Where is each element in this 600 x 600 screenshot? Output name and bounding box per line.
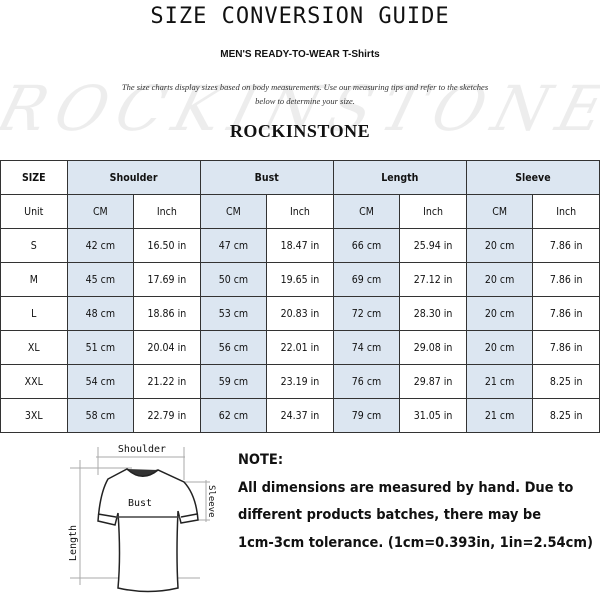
length-label: Length — [68, 525, 79, 561]
value-cell: 53 cm — [199, 296, 268, 331]
shoulder-label: Shoulder — [118, 444, 166, 455]
table-row: XL 51 cm 20.04 in 56 cm 22.01 in 74 cm 29.08 i… — [0, 330, 600, 365]
value-cell: 66 cm — [332, 228, 401, 263]
value-cell: 72 cm — [332, 296, 401, 331]
note-line: 1cm-3cm tolerance. (1cm=0.393in, 1in=2.5… — [238, 535, 593, 551]
value-cell: 7.86 in — [532, 228, 600, 263]
value-cell: 56 cm — [199, 330, 268, 365]
group-header-shoulder: Shoulder — [66, 160, 201, 195]
value-cell: 59 cm — [199, 364, 268, 399]
value-cell: 48 cm — [66, 296, 135, 331]
value-cell: 8.25 in — [532, 364, 600, 399]
value-cell: 29.08 in — [399, 330, 467, 365]
size-table: SIZE Shoulder Bust Length Sleeve Unit CM… — [0, 160, 600, 433]
value-cell: 69 cm — [332, 262, 401, 297]
description: The size charts display sizes based on b… — [90, 80, 520, 108]
value-cell: 27.12 in — [399, 262, 467, 297]
table-row: 3XL 58 cm 22.79 in 62 cm 24.37 in 79 cm 31.05 … — [0, 398, 600, 433]
value-cell: 17.69 in — [133, 262, 201, 297]
value-cell: 58 cm — [66, 398, 135, 433]
note-line: different products batches, there may be — [238, 507, 542, 523]
value-cell: 51 cm — [66, 330, 135, 365]
value-cell: 20.83 in — [266, 296, 334, 331]
value-cell: 20 cm — [465, 262, 534, 297]
value-cell: 20 cm — [465, 330, 534, 365]
value-cell: 18.47 in — [266, 228, 334, 263]
size-cell: XL — [0, 330, 68, 365]
value-cell: 54 cm — [66, 364, 135, 399]
brand-name: ROCKINSTONE — [229, 121, 371, 141]
unit-cell: CM — [199, 194, 268, 229]
unit-row: Unit CM Inch CM Inch CM Inch CM Inch — [0, 194, 600, 229]
unit-cell: Inch — [266, 194, 334, 229]
group-header-bust: Bust — [199, 160, 334, 195]
table-row: L 48 cm 18.86 in 53 cm 20.83 in 72 cm 28.30 in… — [0, 296, 600, 331]
value-cell: 7.86 in — [532, 296, 600, 331]
value-cell: 8.25 in — [532, 398, 600, 433]
value-cell: 7.86 in — [532, 330, 600, 365]
table-row: S 42 cm 16.50 in 47 cm 18.47 in 66 cm 25.94 in… — [0, 228, 600, 263]
value-cell: 45 cm — [66, 262, 135, 297]
value-cell: 20 cm — [465, 228, 534, 263]
value-cell: 50 cm — [199, 262, 268, 297]
value-cell: 16.50 in — [133, 228, 201, 263]
value-cell: 21.22 in — [133, 364, 201, 399]
group-header-row: SIZE Shoulder Bust Length Sleeve — [0, 160, 600, 195]
value-cell: 24.37 in — [266, 398, 334, 433]
table-row: XXL 54 cm 21.22 in 59 cm 23.19 in 76 cm 29.87 … — [0, 364, 600, 399]
page-title: SIZE CONVERSION GUIDE — [150, 4, 450, 29]
description-line: below to determine your size. — [255, 96, 355, 106]
size-cell: 3XL — [0, 398, 68, 433]
page-subtitle: MEN'S READY-TO-WEAR T-Shirts — [220, 49, 380, 60]
value-cell: 22.01 in — [266, 330, 334, 365]
sleeve-label: Sleeve — [206, 485, 216, 518]
value-cell: 21 cm — [465, 364, 534, 399]
size-cell: S — [0, 228, 68, 263]
value-cell: 19.65 in — [266, 262, 334, 297]
value-cell: 23.19 in — [266, 364, 334, 399]
size-cell: L — [0, 296, 68, 331]
value-cell: 20.04 in — [133, 330, 201, 365]
tshirt-diagram: Shoulder Bust Sleeve Length — [68, 444, 216, 593]
unit-cell: Inch — [399, 194, 467, 229]
value-cell: 76 cm — [332, 364, 401, 399]
value-cell: 42 cm — [66, 228, 135, 263]
unit-cell: Inch — [133, 194, 201, 229]
group-header-sleeve: Sleeve — [465, 160, 600, 195]
unit-cell: CM — [66, 194, 135, 229]
group-header-length: Length — [332, 160, 467, 195]
value-cell: 79 cm — [332, 398, 401, 433]
value-cell: 31.05 in — [399, 398, 467, 433]
value-cell: 29.87 in — [399, 364, 467, 399]
unit-cell: CM — [332, 194, 401, 229]
size-cell: XXL — [0, 364, 68, 399]
value-cell: 20 cm — [465, 296, 534, 331]
value-cell: 47 cm — [199, 228, 268, 263]
bust-label: Bust — [128, 498, 152, 509]
size-header: SIZE — [0, 160, 68, 195]
note-heading: NOTE: — [238, 452, 284, 468]
unit-cell: CM — [465, 194, 534, 229]
value-cell: 21 cm — [465, 398, 534, 433]
value-cell: 74 cm — [332, 330, 401, 365]
value-cell: 22.79 in — [133, 398, 201, 433]
value-cell: 18.86 in — [133, 296, 201, 331]
unit-label: Unit — [0, 194, 68, 229]
value-cell: 28.30 in — [399, 296, 467, 331]
value-cell: 25.94 in — [399, 228, 467, 263]
value-cell: 7.86 in — [532, 262, 600, 297]
value-cell: 62 cm — [199, 398, 268, 433]
note-line: All dimensions are measured by hand. Due… — [238, 480, 574, 496]
table-row: M 45 cm 17.69 in 50 cm 19.65 in 69 cm 27.12 in… — [0, 262, 600, 297]
unit-cell: Inch — [532, 194, 600, 229]
size-cell: M — [0, 262, 68, 297]
description-line: The size charts display sizes based on b… — [121, 82, 489, 92]
